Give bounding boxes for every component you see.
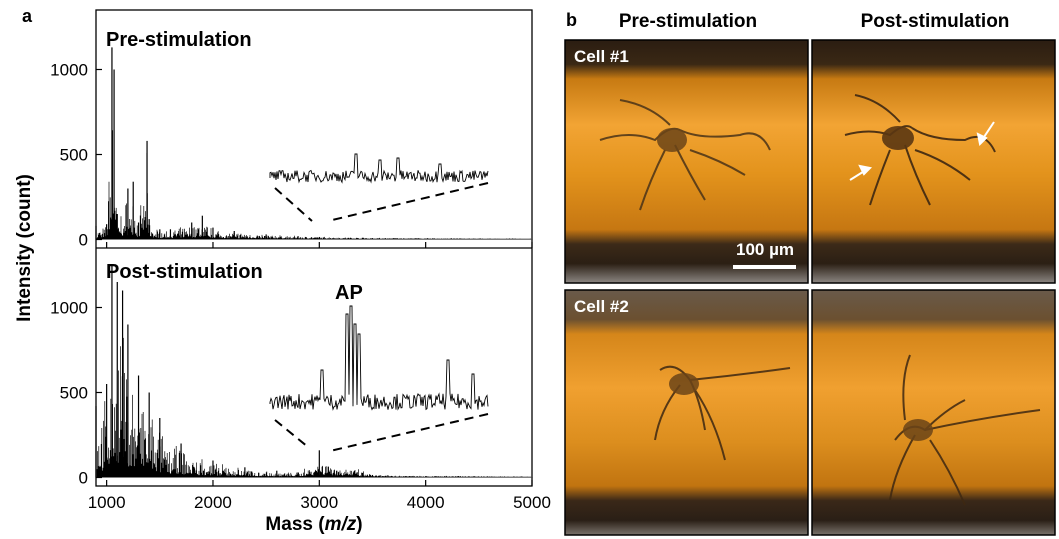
col-header-pre: Pre-stimulation	[619, 11, 757, 32]
y-ticks-bottom: 0 500 1000	[50, 299, 102, 488]
label-cell2: Cell #2	[574, 297, 629, 316]
spectrum-sticks-pre	[96, 130, 532, 240]
spectrum-post-stimulation	[95, 265, 533, 478]
xtick-label-0: 1000	[88, 493, 126, 512]
plot-frame	[95, 9, 533, 487]
zoom-line-top-right	[327, 182, 489, 222]
arrow-right-cell1	[976, 121, 995, 147]
x-axis-label-prefix: Mass (	[265, 514, 325, 535]
label-post-stim-plot: Post-stimulation	[106, 261, 263, 283]
inset-zoom-lines	[274, 182, 489, 452]
xtick-label-2: 3000	[300, 493, 338, 512]
xtick-label-4: 5000	[513, 493, 551, 512]
scale-bar-label: 100 µm	[736, 240, 794, 259]
x-axis-label-var: m/z	[325, 514, 357, 535]
ytick-top-label-0: 0	[79, 231, 88, 250]
x-axis-label: Mass (m/z)	[265, 514, 362, 535]
spectrum-pre-stimulation	[95, 47, 533, 240]
zoom-line-top-left	[274, 187, 313, 222]
panel-a-tag: a	[22, 6, 33, 26]
x-axis-label-suffix: )	[356, 514, 362, 535]
label-pre-stim-plot: Pre-stimulation	[106, 29, 252, 51]
scale-bar: 100 µm	[733, 240, 796, 269]
ytick-top-label-2: 1000	[50, 61, 88, 80]
col-header-post: Post-stimulation	[861, 11, 1010, 32]
panel-b-tag: b	[566, 10, 577, 30]
ytick-top-label-1: 500	[60, 146, 88, 165]
micrograph-cell1-pre	[564, 39, 809, 284]
inset-bottom-trace	[269, 305, 489, 411]
zoom-line-bottom-left	[274, 419, 309, 448]
x-ticks: 1000 2000 3000 4000 5000	[88, 242, 551, 512]
scale-bar-line	[733, 265, 796, 269]
ytick-bottom-label-1: 500	[60, 384, 88, 403]
inset-pre-stimulation	[269, 153, 489, 184]
label-ap: AP	[335, 282, 363, 304]
arrow-left-cell1	[849, 164, 873, 181]
spectrum-sticks-post	[96, 308, 532, 478]
xtick-label-3: 4000	[407, 493, 445, 512]
zoom-line-bottom-right	[329, 413, 489, 452]
inset-post-stimulation	[269, 305, 489, 411]
y-ticks-top: 0 500 1000	[50, 61, 102, 250]
label-cell1: Cell #1	[574, 47, 629, 66]
micrograph-cell2-pre	[564, 289, 809, 536]
xtick-label-1: 2000	[194, 493, 232, 512]
inset-top-trace	[269, 153, 489, 184]
micrograph-cell2-post	[811, 289, 1056, 536]
ytick-bottom-label-0: 0	[79, 469, 88, 488]
micrograph-cell1-post	[811, 39, 1056, 284]
y-axis-label: Intensity (count)	[14, 174, 35, 322]
ytick-bottom-label-2: 1000	[50, 299, 88, 318]
